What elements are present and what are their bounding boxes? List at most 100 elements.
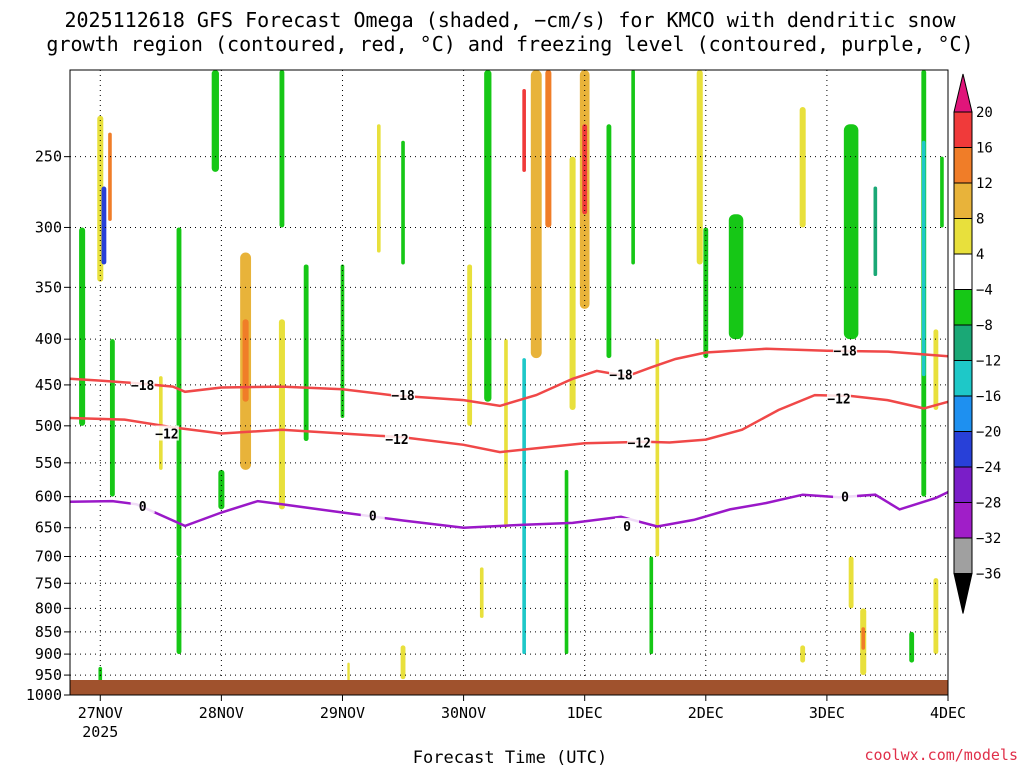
colorbar-label: −16 xyxy=(976,389,1001,405)
colorbar-label: −12 xyxy=(976,354,1001,370)
omega-region xyxy=(376,124,381,253)
omega-region xyxy=(159,376,163,470)
freezing_level-label: 0 xyxy=(369,510,377,525)
dgz_minus12-label-bg xyxy=(154,425,179,441)
omega-region xyxy=(401,140,405,265)
colorbar-segment xyxy=(953,395,973,432)
colorbar-segment xyxy=(953,431,973,468)
omega-region xyxy=(279,70,285,228)
omega-region xyxy=(242,319,249,402)
omega-region xyxy=(649,556,654,655)
x-tick-label: 27NOV xyxy=(78,704,123,722)
x-tick-label: 29NOV xyxy=(320,704,365,722)
dgz_minus18-label-bg xyxy=(609,366,634,382)
chart-title-line1: 2025112618 GFS Forecast Omega (shaded, −… xyxy=(64,8,956,32)
plot-frame xyxy=(69,69,949,696)
colorbar-segment xyxy=(953,289,973,326)
omega-region xyxy=(400,645,406,680)
y-axis: 250 300 350 400 450 500 550 600 650 700 750 800 850 9… xyxy=(26,148,70,704)
y-tick-label: 350 xyxy=(35,278,62,296)
omega-region xyxy=(176,556,182,655)
x-tick-label: 30NOV xyxy=(441,704,486,722)
omega-region xyxy=(545,70,552,228)
colorbar-label: 12 xyxy=(976,176,993,192)
freezing_level-label-bg xyxy=(833,488,858,504)
freezing_level-label: 0 xyxy=(623,520,631,535)
colorbar-label: 8 xyxy=(976,212,984,228)
omega-region xyxy=(108,132,112,221)
omega-region xyxy=(799,107,806,228)
colorbar-segment xyxy=(953,466,973,503)
omega-region xyxy=(933,329,939,410)
dgz_minus18-label: −18 xyxy=(833,345,857,360)
colorbar-label: −8 xyxy=(976,318,993,334)
omega-region xyxy=(848,556,854,609)
omega-region xyxy=(522,88,526,172)
x-axis-label: Forecast Time (UTC) xyxy=(413,748,607,768)
colorbar-segment xyxy=(953,111,973,148)
omega-region xyxy=(569,156,576,410)
y-tick-label: 400 xyxy=(35,330,62,348)
y-tick-label: 1000 xyxy=(26,686,62,704)
y-tick-label: 900 xyxy=(35,645,62,663)
omega-region xyxy=(479,567,484,618)
colorbar-segment xyxy=(953,324,973,361)
temperature-contours: −18 −18 −18 −18 −12 −12 −12 −12 0 0 0 0 xyxy=(69,342,949,535)
chart-title-line2: growth region (contoured, red, °C) and f… xyxy=(46,32,973,56)
omega-region xyxy=(530,70,542,359)
x-tick-label: 2DEC xyxy=(688,704,724,722)
x-year-label: 2025 xyxy=(82,723,118,741)
y-tick-label: 800 xyxy=(35,599,62,617)
omega-region xyxy=(101,186,107,265)
grid-lines xyxy=(70,70,949,696)
colorbar-label: −28 xyxy=(976,496,1001,512)
dgz_minus12-label-bg xyxy=(827,390,852,406)
colorbar-label: −4 xyxy=(976,283,993,299)
dgz_minus18-label-bg xyxy=(391,387,416,403)
y-tick-label: 500 xyxy=(35,417,62,435)
omega-region xyxy=(278,319,285,510)
y-tick-label: 600 xyxy=(35,488,62,506)
omega-region xyxy=(843,124,859,340)
omega-region xyxy=(606,124,612,359)
omega-region xyxy=(933,578,939,655)
omega-region xyxy=(940,156,944,228)
omega-region xyxy=(504,339,508,528)
colorbar-label: 4 xyxy=(976,247,984,263)
omega-region xyxy=(303,264,309,442)
dgz_minus18-label-bg xyxy=(833,342,858,358)
colorbar-segment xyxy=(953,360,973,397)
omega-shading xyxy=(79,70,944,688)
x-tick-label: 28NOV xyxy=(199,704,244,722)
x-tick-label: 1DEC xyxy=(567,704,603,722)
colorbar-segment xyxy=(953,502,973,539)
omega-region xyxy=(655,339,660,557)
credit-link[interactable]: coolwx.com/models xyxy=(864,746,1018,764)
y-tick-label: 650 xyxy=(35,519,62,537)
freezing_level-label: 0 xyxy=(841,491,849,506)
colorbar-label: −20 xyxy=(976,425,1001,441)
colorbar-label: −32 xyxy=(976,531,1001,547)
omega-region xyxy=(340,264,345,418)
omega-region xyxy=(703,227,709,359)
dgz_minus18-label-bg xyxy=(130,376,155,392)
dgz_minus12-label: −12 xyxy=(827,392,850,407)
y-tick-label: 300 xyxy=(35,218,62,236)
omega-region xyxy=(631,70,635,265)
x-tick-label: 4DEC xyxy=(930,704,966,722)
y-tick-label: 250 xyxy=(35,148,62,166)
dgz_minus12-label: −12 xyxy=(155,428,178,443)
omega-region xyxy=(484,70,492,402)
omega-region xyxy=(211,70,219,172)
omega-region xyxy=(564,469,569,655)
y-tick-label: 850 xyxy=(35,623,62,641)
omega-region xyxy=(109,339,115,497)
omega-region xyxy=(861,627,866,650)
omega-region xyxy=(800,645,806,663)
colorbar-segment xyxy=(953,537,973,574)
omega-region xyxy=(696,70,703,265)
ground-surface xyxy=(70,680,948,695)
colorbar-arrow-bottom xyxy=(953,573,973,614)
colorbar-arrow-top xyxy=(953,73,973,113)
